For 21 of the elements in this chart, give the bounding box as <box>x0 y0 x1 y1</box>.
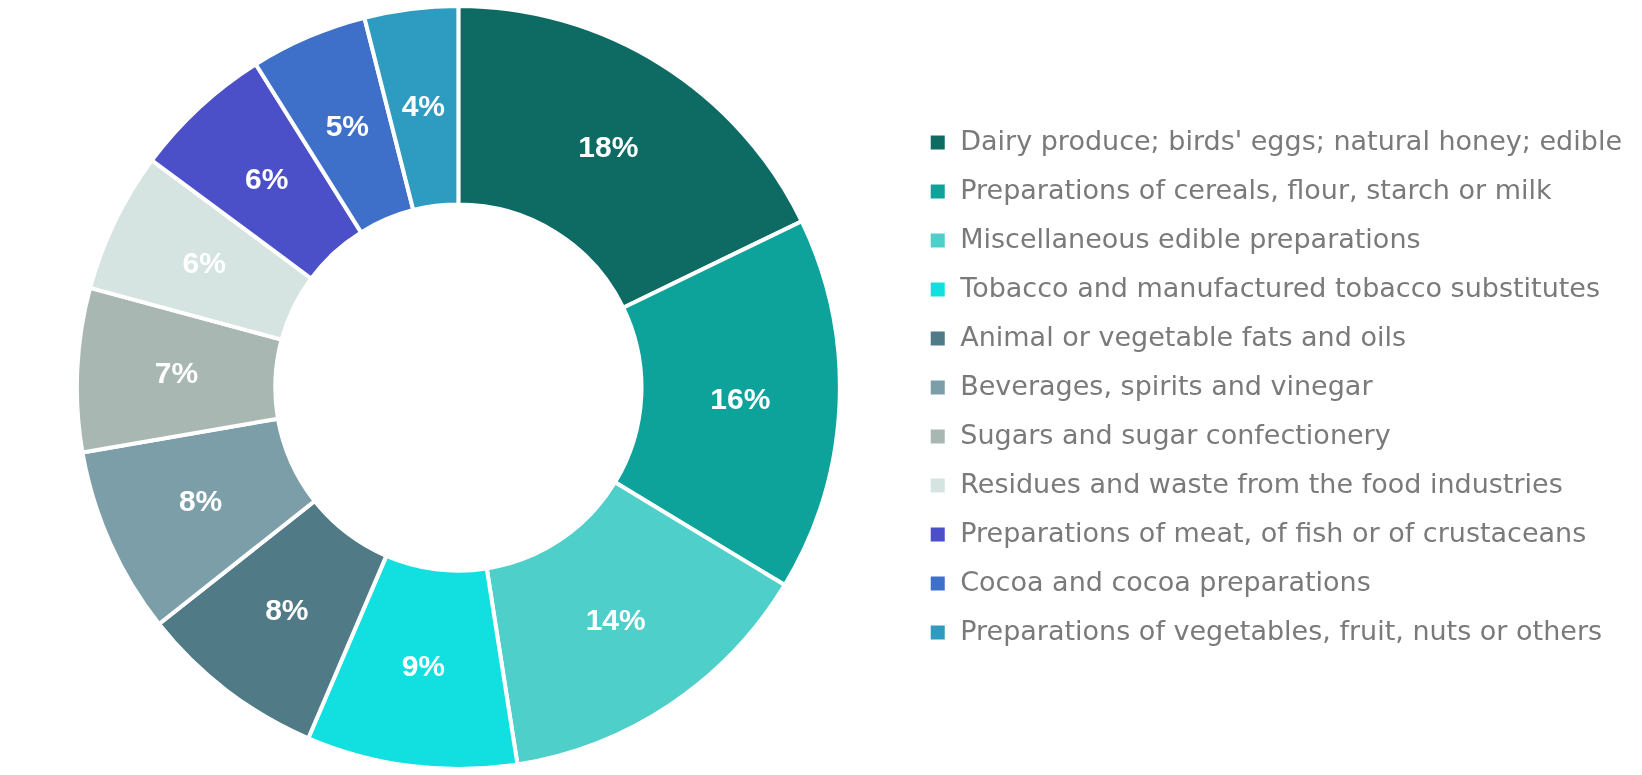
data-label: 18% <box>578 129 639 163</box>
legend-label: Preparations of vegetables, fruit, nuts or others <box>960 614 1603 646</box>
legend-label: Residues and waste from the food industries <box>960 467 1563 499</box>
data-label: 14% <box>585 603 646 637</box>
data-label: 8% <box>265 592 309 626</box>
data-label: 7% <box>154 355 199 389</box>
data-label: 6% <box>244 161 289 195</box>
data-label: 8% <box>178 483 223 517</box>
legend-label: Animal or vegetable fats and oils <box>960 320 1407 352</box>
data-label: 9% <box>401 648 446 682</box>
legend-label: Cocoa and cocoa preparations <box>960 565 1371 597</box>
legend-label: Sugars and sugar confectionery <box>960 418 1391 450</box>
legend-label: Tobacco and manufactured tobacco substitutes <box>959 271 1601 303</box>
data-label: 4% <box>401 88 446 122</box>
legend-label: Dairy produce; birds' eggs; natural honey; edible <box>960 124 1622 156</box>
data-label: 5% <box>325 109 369 143</box>
legend-label: Preparations of cereals, flour, starch or milk <box>960 173 1552 205</box>
legend-label: Beverages, spirits and vinegar <box>960 369 1374 401</box>
legend-label: Miscellaneous edible preparations <box>960 222 1421 254</box>
legend-label: Preparations of meat, of fish or of crustaceans <box>960 516 1587 548</box>
data-label: 16% <box>710 381 771 415</box>
